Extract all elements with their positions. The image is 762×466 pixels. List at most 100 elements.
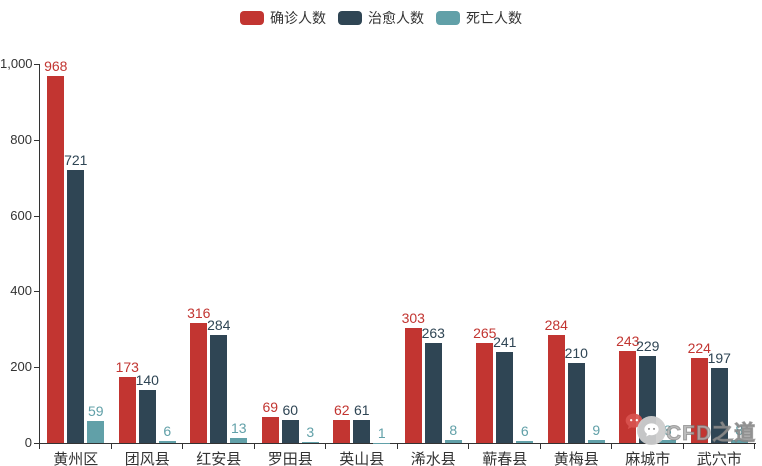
category-label-1: 团风县 (124, 451, 170, 466)
bar-死亡人数-武穴市[interactable]: 8 (730, 423, 748, 443)
bar-value-label: 69 (262, 398, 279, 415)
bar-value-label: 284 (544, 317, 568, 334)
bar-确诊人数-麻城市[interactable]: 243 (616, 333, 639, 443)
bar-治愈人数-黄州区[interactable]: 721 (64, 152, 87, 443)
plot-area: 968 721 59 173 140 6 316 284 13 69 60 3 62 61 1 303 263 8… (40, 59, 756, 443)
y-tick-label: 400 (10, 283, 32, 299)
x-tick-mark (682, 444, 684, 449)
legend-swatch-icon (240, 11, 264, 25)
bar-治愈人数-黄梅县[interactable]: 210 (565, 346, 588, 443)
y-tick-mark (34, 64, 39, 65)
bar-确诊人数-团风县[interactable]: 173 (116, 360, 139, 443)
bar-死亡人数-黄州区[interactable]: 59 (87, 403, 105, 443)
category-label-8: 麻城市 (625, 451, 671, 466)
y-tick-mark (34, 443, 39, 444)
category-label-4: 英山县 (339, 451, 385, 466)
bar-value-label: 59 (87, 402, 104, 419)
y-axis-line (39, 64, 40, 444)
bar-确诊人数-红安县[interactable]: 316 (187, 306, 210, 443)
bar-死亡人数-黄梅县[interactable]: 9 (587, 422, 605, 443)
bar-value-label: 265 (473, 324, 497, 341)
legend-item-2[interactable]: 死亡人数 (436, 8, 522, 28)
bar-死亡人数-团风县[interactable]: 6 (158, 423, 176, 443)
legend-item-0[interactable]: 确诊人数 (240, 8, 326, 28)
legend-swatch-icon (338, 11, 362, 25)
bar-value-label: 8 (735, 422, 744, 438)
bar-group-1: 173 140 6 (112, 64, 184, 443)
bar-确诊人数-浠水县[interactable]: 303 (402, 311, 425, 443)
bar-治愈人数-红安县[interactable]: 284 (207, 318, 230, 443)
bar-value-label: 316 (187, 305, 211, 322)
bar-value-label: 13 (230, 420, 247, 437)
x-tick-mark (468, 444, 469, 449)
bar-治愈人数-蕲春县[interactable]: 241 (493, 334, 516, 443)
bar-value-label: 6 (163, 422, 172, 439)
x-tick-mark (611, 444, 612, 449)
category-label-0: 黄州区 (53, 451, 99, 466)
bar-group-6: 265 241 6 (469, 64, 541, 443)
bar-value-label: 62 (333, 401, 350, 418)
y-tick-mark (34, 291, 39, 293)
bar-value-label: 8 (449, 422, 458, 438)
bar-group-5: 303 263 8 (398, 64, 470, 443)
y-tick-mark (34, 367, 39, 369)
category-label-7: 黄梅县 (553, 451, 599, 466)
y-tick-mark (34, 215, 39, 217)
bar-死亡人数-蕲春县[interactable]: 6 (516, 423, 534, 443)
y-tick-label: 800 (10, 131, 32, 147)
x-tick-mark (396, 444, 398, 449)
bar-确诊人数-罗田县[interactable]: 69 (261, 399, 279, 443)
bar-治愈人数-浠水县[interactable]: 263 (422, 326, 445, 443)
bar-value-label: 1 (377, 424, 386, 441)
bar-确诊人数-蕲春县[interactable]: 265 (473, 325, 496, 443)
bar-value-label: 284 (207, 317, 231, 334)
bar-value-label: 9 (592, 421, 601, 438)
bar-value-label: 6 (520, 422, 529, 439)
category-label-5: 浠水县 (410, 451, 456, 466)
bar-确诊人数-黄梅县[interactable]: 284 (545, 318, 568, 443)
bar-死亡人数-红安县[interactable]: 13 (230, 421, 248, 443)
category-label-6: 蕲春县 (482, 451, 528, 466)
bar-value-label: 210 (564, 345, 588, 362)
x-axis-category-labels: 黄州区 团风县 红安县 罗田县 英山县 浠水县 蕲春县 黄梅县 麻城市 武穴市 (40, 448, 755, 466)
x-tick-mark (539, 444, 541, 449)
bar-group-9: 224 197 8 (684, 64, 756, 443)
bar-value-label: 197 (707, 350, 731, 367)
x-tick-mark (253, 444, 255, 449)
bar-group-7: 284 210 9 (541, 64, 613, 443)
category-label-9: 武穴市 (696, 451, 742, 466)
bar-value-label: 303 (401, 310, 425, 327)
x-tick-mark (325, 444, 326, 449)
bar-value-label: 61 (353, 401, 370, 418)
bar-确诊人数-英山县[interactable]: 62 (333, 402, 351, 443)
bar-group-3: 69 60 3 (255, 64, 327, 443)
y-tick-label: 200 (10, 359, 32, 375)
y-tick-label: 600 (10, 207, 32, 223)
bar-治愈人数-武穴市[interactable]: 197 (708, 351, 731, 443)
bar-value-label: 3 (306, 423, 315, 440)
bar-死亡人数-罗田县[interactable]: 3 (301, 424, 319, 443)
legend-label: 死亡人数 (466, 10, 522, 26)
bar-确诊人数-黄州区[interactable]: 968 (44, 59, 67, 443)
x-tick-mark (754, 444, 755, 449)
bar-治愈人数-麻城市[interactable]: 229 (636, 339, 659, 443)
bar-value-label: 721 (64, 151, 88, 168)
bar-死亡人数-麻城市[interactable]: 8 (659, 423, 677, 443)
bar-value-label: 60 (282, 402, 299, 419)
bar-value-label: 241 (493, 333, 517, 350)
bar-group-2: 316 284 13 (183, 64, 255, 443)
bar-value-label: 243 (616, 332, 640, 349)
category-label-2: 红安县 (196, 451, 242, 466)
bar-治愈人数-英山县[interactable]: 61 (353, 402, 371, 443)
bar-value-label: 229 (636, 338, 660, 355)
bar-治愈人数-团风县[interactable]: 140 (136, 372, 159, 443)
bar-死亡人数-浠水县[interactable]: 8 (444, 423, 462, 443)
x-tick-mark (182, 444, 183, 449)
bar-治愈人数-罗田县[interactable]: 60 (281, 403, 299, 443)
legend-label: 治愈人数 (368, 10, 424, 26)
bar-确诊人数-武穴市[interactable]: 224 (688, 341, 711, 443)
bar-value-label: 224 (687, 340, 711, 357)
legend-item-1[interactable]: 治愈人数 (338, 8, 424, 28)
bar-group-4: 62 61 1 (326, 64, 398, 443)
bar-value-label: 263 (421, 325, 445, 342)
